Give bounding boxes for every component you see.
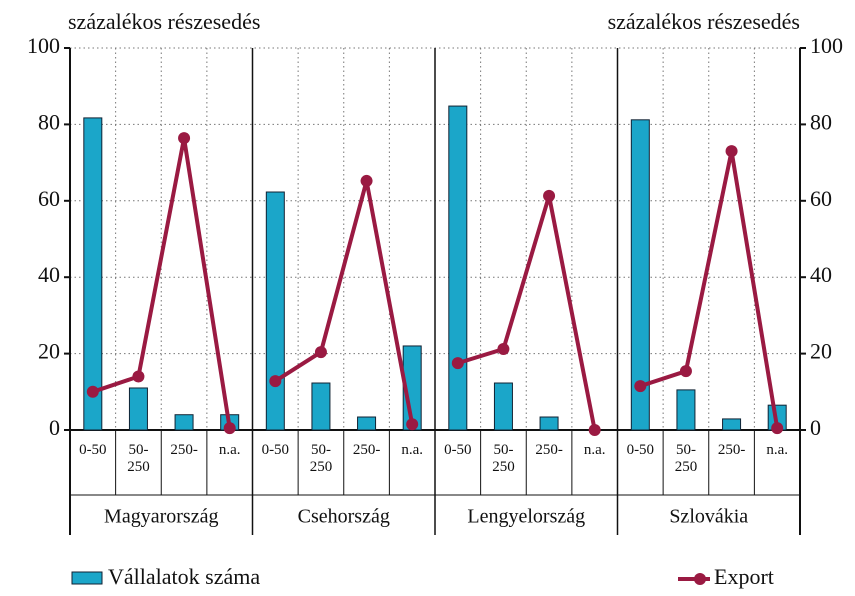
y-tick-label: 60: [38, 186, 60, 211]
legend-marker: [694, 573, 706, 585]
y-tick-label: 100: [27, 33, 60, 58]
line-marker: [725, 145, 738, 158]
bar: [722, 418, 742, 431]
y-axis-title: százalékos részesedés: [68, 9, 260, 34]
y2-tick-label: 20: [810, 339, 832, 364]
line-marker: [497, 343, 510, 356]
line-marker: [269, 375, 282, 388]
legend-swatch: [71, 571, 103, 585]
x-tick-label: 0-50: [261, 442, 290, 458]
y-tick-label: 0: [49, 415, 60, 440]
x-tick-label: n.a.: [218, 442, 241, 458]
line-marker: [132, 370, 145, 383]
x-tick-label: 0-50: [79, 442, 107, 458]
line-marker: [543, 189, 556, 202]
group-label: Lengyelország: [467, 506, 585, 528]
bar: [311, 382, 331, 431]
line-marker: [588, 424, 601, 436]
line: [457, 195, 597, 431]
bar: [128, 387, 148, 431]
x-tick-label: 250-: [535, 442, 563, 458]
x-tick-label: 50-250: [674, 442, 698, 475]
line-marker: [223, 422, 236, 435]
bar: [174, 414, 194, 431]
bar: [448, 105, 468, 431]
x-tick-label: 50-250: [309, 442, 333, 475]
line: [274, 180, 415, 425]
bar: [493, 382, 513, 431]
bar: [357, 416, 377, 431]
line-marker: [771, 422, 784, 435]
line-marker: [360, 174, 373, 187]
line: [92, 137, 232, 429]
bar: [83, 117, 103, 431]
bar: [676, 389, 696, 431]
y2-tick-label: 40: [810, 262, 832, 287]
y-tick-label: 40: [38, 262, 60, 287]
line-marker: [451, 357, 464, 370]
group-label: Csehország: [298, 506, 390, 528]
line-marker: [679, 365, 692, 378]
line-marker: [634, 380, 647, 393]
x-tick-label: n.a.: [583, 442, 606, 458]
x-tick-label: 50-250: [127, 442, 150, 475]
y2-axis-title: százalékos részesedés: [608, 9, 800, 34]
line-marker: [406, 418, 419, 431]
bar: [539, 416, 559, 431]
bar: [630, 119, 650, 431]
y2-tick-label: 80: [810, 109, 832, 134]
x-tick-label: 250-: [717, 442, 746, 458]
line-marker: [314, 346, 327, 359]
y2-tick-label: 0: [810, 415, 821, 440]
line-marker: [86, 385, 99, 398]
y-tick-label: 20: [38, 339, 60, 364]
bar: [265, 191, 285, 431]
legend-label: Export: [714, 564, 774, 589]
y-tick-label: 80: [38, 109, 60, 134]
group-label: Szlovákia: [669, 506, 748, 528]
line-marker: [178, 132, 191, 145]
x-tick-label: 0-50: [444, 442, 472, 458]
x-tick-label: 250-: [170, 442, 198, 458]
x-tick-label: 0-50: [626, 442, 655, 458]
group-label: Magyarország: [104, 506, 218, 528]
x-tick-label: 250-: [352, 442, 381, 458]
y2-tick-label: 60: [810, 186, 832, 211]
y2-tick-label: 100: [810, 33, 843, 58]
line: [639, 150, 780, 429]
x-tick-label: n.a.: [766, 442, 789, 458]
legend-label: Vállalatok száma: [108, 564, 260, 589]
x-tick-label: 50-250: [492, 442, 515, 475]
x-tick-label: n.a.: [401, 442, 424, 458]
